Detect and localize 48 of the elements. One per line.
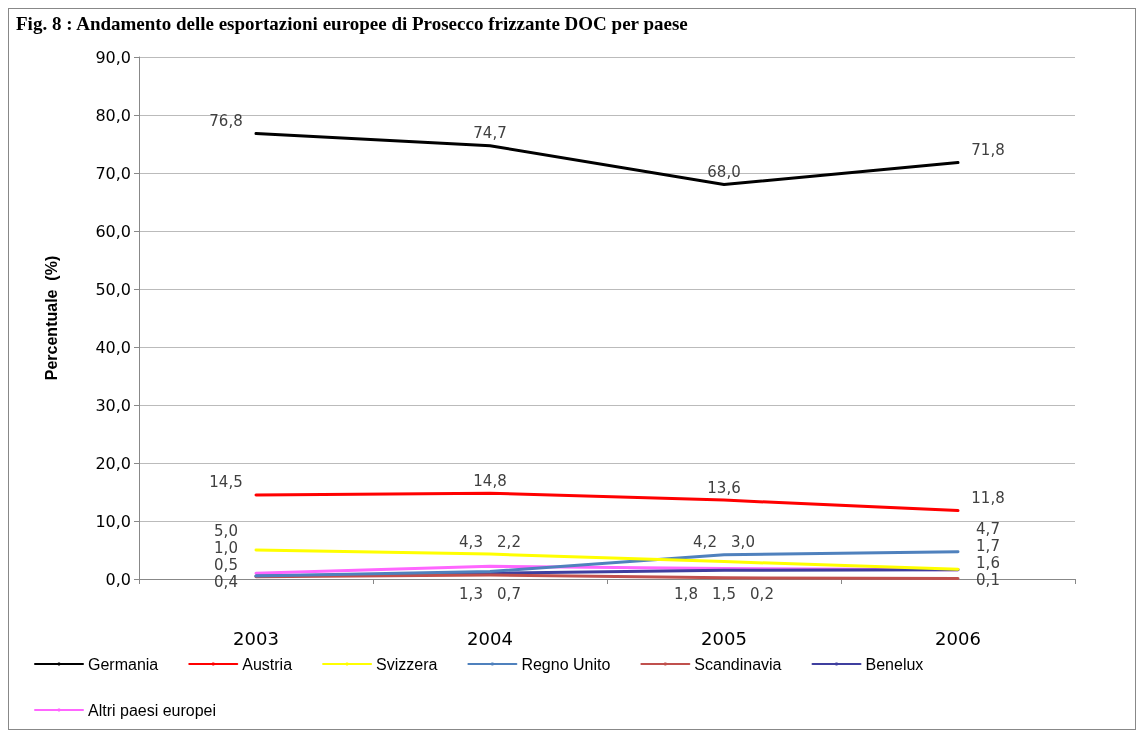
y-tick-label: 20,0 <box>95 453 131 473</box>
data-label: 0,5 <box>214 555 238 574</box>
data-label: 74,7 <box>473 124 507 143</box>
data-label: 1,8 <box>674 584 698 603</box>
chart-title: Fig. 8 : Andamento delle esportazioni europee di Prosecco frizzante DOC per paese <box>16 13 688 34</box>
data-label: 4,3 <box>459 532 483 551</box>
line-series <box>254 550 960 578</box>
y-tick-label: 50,0 <box>95 279 131 299</box>
y-tick-label: 70,0 <box>95 163 131 183</box>
data-label: 76,8 <box>209 112 243 131</box>
legend-label: Benelux <box>865 655 924 673</box>
legend-label: Altri paesi europei <box>88 701 217 719</box>
data-label: 1,0 <box>214 538 238 557</box>
line-series <box>254 548 960 571</box>
data-label: 14,8 <box>473 471 507 490</box>
y-tick-label: 40,0 <box>95 337 131 357</box>
data-label: 2,2 <box>497 532 521 551</box>
data-label: 71,8 <box>971 141 1005 160</box>
data-label: 11,8 <box>971 489 1005 508</box>
data-label: 0,2 <box>750 584 774 603</box>
data-label: 5,0 <box>214 521 238 540</box>
legend-label: Scandinavia <box>694 655 782 673</box>
x-tick-label: 2005 <box>701 627 747 649</box>
legend-label: Germania <box>88 655 159 673</box>
y-tick-label: 80,0 <box>95 105 131 125</box>
data-label: 3,0 <box>731 533 755 552</box>
data-label: 4,2 <box>693 533 717 552</box>
legend-label: Austria <box>242 655 293 673</box>
y-axis-title: Percentuale (%) <box>42 255 60 381</box>
y-tick-label: 0,0 <box>105 569 131 589</box>
data-label: 4,7 <box>976 520 1000 539</box>
data-label: 1,7 <box>976 537 1000 556</box>
data-label: 14,5 <box>209 473 243 492</box>
legend-label: Svizzera <box>376 655 438 673</box>
data-label: 0,7 <box>497 584 521 603</box>
legend-label: Regno Unito <box>521 655 611 673</box>
data-label: 1,3 <box>459 584 483 603</box>
y-tick-label: 90,0 <box>95 47 131 67</box>
x-tick-label: 2004 <box>467 627 513 649</box>
data-label: 1,5 <box>712 584 736 603</box>
x-tick-label: 2003 <box>233 627 279 649</box>
data-label: 68,0 <box>707 163 741 182</box>
y-tick-label: 30,0 <box>95 395 131 415</box>
data-label: 1,6 <box>976 554 1000 573</box>
y-tick-label: 60,0 <box>95 221 131 241</box>
x-tick-label: 2006 <box>935 627 981 649</box>
y-tick-label: 10,0 <box>95 511 131 531</box>
data-label: 13,6 <box>707 478 741 497</box>
